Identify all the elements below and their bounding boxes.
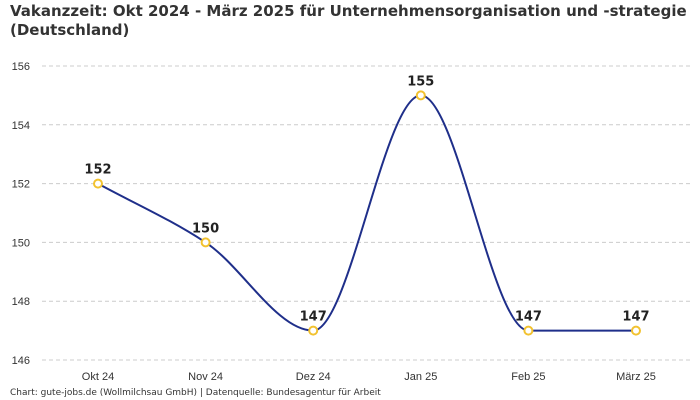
data-label: 147 [515, 310, 542, 325]
data-label: 155 [407, 74, 434, 89]
data-point [523, 325, 534, 336]
chart-footer: Chart: gute-jobs.de (Wollmilchsau GmbH) … [10, 388, 381, 398]
y-tick-label: 154 [12, 120, 30, 132]
x-tick-label: Nov 24 [188, 371, 223, 383]
y-tick-label: 146 [12, 355, 30, 367]
y-tick-label: 156 [12, 61, 30, 73]
x-tick-label: Okt 24 [82, 371, 114, 383]
data-point [200, 237, 211, 248]
data-point [308, 325, 319, 336]
x-tick-label: Feb 25 [511, 371, 545, 383]
y-tick-label: 148 [12, 296, 30, 308]
data-label: 150 [192, 221, 219, 236]
series-line [97, 94, 636, 332]
data-label: 147 [622, 310, 649, 325]
y-tick-label: 150 [12, 237, 30, 249]
x-tick-label: Dez 24 [296, 371, 331, 383]
chart-title: Vakanzzeit: Okt 2024 - März 2025 für Unt… [10, 2, 687, 39]
data-point [93, 178, 103, 189]
x-tick-label: März 25 [616, 371, 656, 383]
data-label: 152 [84, 163, 111, 178]
y-tick-label: 152 [12, 179, 30, 191]
data-point [415, 90, 426, 101]
data-point [631, 325, 641, 336]
data-label: 147 [300, 310, 327, 325]
x-tick-label: Jan 25 [404, 371, 437, 383]
